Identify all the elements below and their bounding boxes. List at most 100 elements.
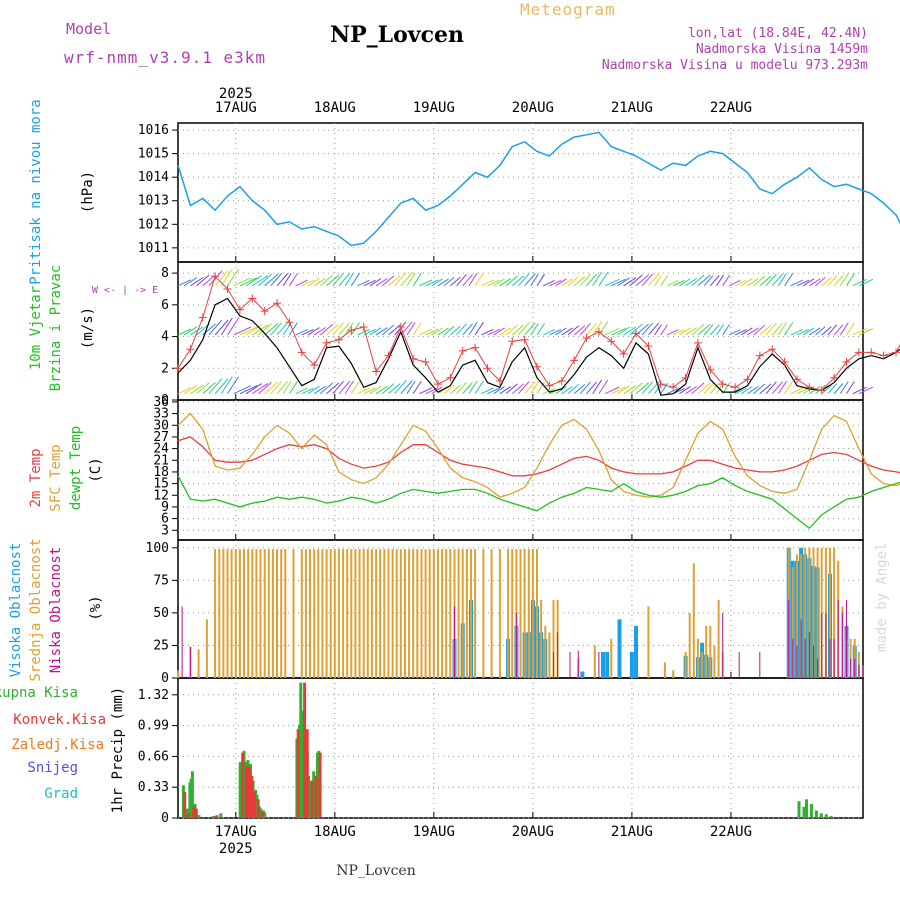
wind-barb — [728, 279, 741, 287]
wind-barb — [400, 272, 413, 287]
mid-cloud-bar — [804, 547, 807, 678]
wind-barb — [326, 382, 340, 395]
wind-barb — [734, 329, 747, 336]
wind-barb — [530, 381, 539, 394]
wind-barb — [474, 380, 484, 394]
pressure-title: Pritisak na nivou mora — [28, 99, 44, 284]
wind-gust-marker — [458, 346, 467, 355]
bottom-year-label: 2025 — [219, 841, 253, 857]
low-cloud-bar — [181, 606, 183, 678]
cloud-title-low: Niska Oblacnost — [48, 547, 64, 673]
wind-barb — [747, 327, 759, 336]
wind-ytick-label: 0 — [161, 393, 169, 408]
wind-barb — [511, 324, 525, 336]
wind-barb — [400, 321, 413, 336]
wind-barb — [592, 321, 603, 336]
low-cloud-bar — [788, 599, 790, 678]
wind-barb — [839, 322, 849, 336]
wind-gust-marker — [186, 345, 195, 354]
mid-cloud-bar — [263, 549, 266, 678]
wind-barb — [672, 280, 685, 287]
wind-barb — [691, 323, 705, 336]
wind-barb — [474, 321, 484, 336]
mid-cloud-bar — [333, 549, 336, 678]
wind-barb — [679, 385, 691, 395]
wind-barb — [703, 324, 714, 336]
wind-barb — [846, 273, 855, 287]
wind-barb — [685, 385, 697, 395]
wind-barb — [759, 324, 772, 336]
wind-barb — [425, 387, 439, 395]
wind-gust-marker — [334, 335, 343, 344]
mid-cloud-bar — [276, 549, 278, 678]
low-cloud-bar — [821, 612, 823, 678]
conv-precip-bar — [250, 776, 254, 818]
wind-barb — [666, 329, 679, 336]
wind-direction-legend: W <- | -> E — [92, 285, 158, 296]
mid-cloud-bar — [408, 549, 411, 678]
top-day-label: 19AUG — [413, 100, 455, 116]
mid-cloud-bar — [251, 549, 254, 678]
wind-barb — [518, 381, 530, 394]
wind-barb — [549, 329, 562, 336]
wind-barb — [350, 380, 360, 394]
wind-barb — [827, 275, 838, 287]
wind-barb — [252, 324, 269, 336]
wind-barb — [740, 327, 753, 336]
wind-barb — [549, 279, 562, 287]
mid-cloud-bar — [457, 549, 460, 678]
wind-barb — [505, 383, 518, 395]
mid-cloud-bar — [354, 549, 357, 678]
wind-barb — [635, 382, 649, 395]
mid-cloud-bar — [647, 606, 650, 678]
dewpt-line — [177, 475, 900, 530]
wind-barb — [499, 278, 512, 287]
wind-barb — [839, 273, 849, 287]
wind-barb — [685, 327, 697, 336]
wind-barb — [468, 380, 478, 394]
wind-barb — [734, 279, 747, 287]
wind-barb — [338, 380, 351, 394]
wind-barb — [369, 327, 382, 336]
wind-barb — [821, 326, 832, 336]
clouds-ytick-label: 100 — [146, 541, 169, 556]
wind-barb — [258, 273, 272, 287]
wind-barb — [326, 274, 340, 287]
conv-precip-bar — [183, 791, 187, 818]
conv-precip-bar — [303, 682, 307, 818]
wind-barb — [753, 275, 766, 287]
wind-barb — [542, 329, 555, 336]
wind-barb — [307, 385, 320, 395]
high-cloud-bar — [580, 671, 585, 678]
precip-ylabel: 1hr Precip (mm) — [110, 687, 126, 813]
wind-title-line1: 10m Vjetar — [28, 286, 44, 370]
mid-cloud-bar — [255, 549, 258, 678]
wind-barb — [796, 328, 810, 336]
mid-cloud-bar — [507, 549, 510, 678]
wind-gust-marker — [842, 357, 851, 366]
clouds-ytick-label: 75 — [153, 573, 169, 588]
wind-gust-marker — [483, 364, 492, 373]
wind-barb — [276, 322, 289, 336]
wind-barb — [777, 380, 787, 394]
precip-ytick-label: 1.32 — [138, 688, 169, 703]
conv-precip-bar — [214, 816, 218, 818]
wind-barb — [709, 275, 720, 287]
wind-gust-marker — [632, 329, 641, 338]
mid-cloud-bar — [717, 599, 720, 678]
wind-barb — [518, 322, 530, 336]
wind-barb — [691, 274, 705, 287]
wind-barb — [629, 274, 643, 287]
wind-barb — [648, 273, 660, 287]
wind-ytick-label: 4 — [161, 330, 169, 345]
wind-gust-marker — [347, 326, 356, 335]
wind-barb — [617, 326, 630, 336]
pressure-ylabel: (hPa) — [80, 171, 96, 213]
wind-barb — [394, 380, 407, 394]
wind-barb — [332, 380, 344, 394]
mid-cloud-bar — [445, 549, 448, 678]
wind-barb — [301, 328, 314, 336]
wind-gust-marker — [359, 323, 368, 332]
temperature-ytick-label: 15 — [153, 477, 169, 492]
wind-barb — [338, 273, 351, 287]
